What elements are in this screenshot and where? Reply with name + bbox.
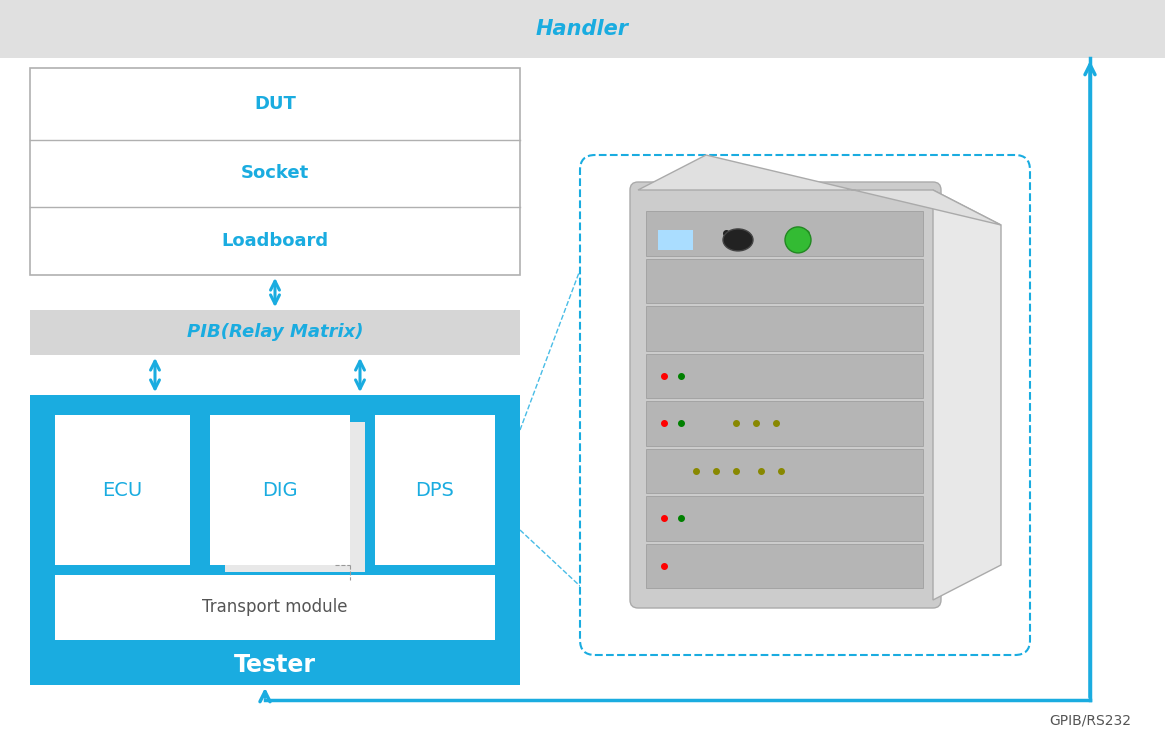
Text: Handler: Handler: [536, 19, 628, 39]
FancyBboxPatch shape: [647, 401, 923, 445]
Text: GPIB/RS232: GPIB/RS232: [1048, 713, 1131, 727]
FancyBboxPatch shape: [647, 543, 923, 588]
Bar: [55, 575, 495, 640]
Text: Tester: Tester: [234, 653, 316, 677]
Bar: [658, 230, 693, 250]
FancyBboxPatch shape: [580, 155, 1030, 655]
Polygon shape: [638, 155, 1001, 225]
Text: Loadboard: Loadboard: [221, 232, 329, 250]
Text: Transport module: Transport module: [203, 598, 347, 616]
FancyBboxPatch shape: [630, 182, 941, 608]
Text: DPS: DPS: [416, 480, 454, 499]
Bar: [30, 68, 520, 275]
Text: Socket: Socket: [241, 164, 309, 182]
Text: DUT: DUT: [254, 95, 296, 113]
Bar: [0, 0, 1165, 58]
Bar: [210, 415, 350, 565]
FancyBboxPatch shape: [647, 211, 923, 256]
Circle shape: [785, 227, 811, 253]
FancyBboxPatch shape: [647, 306, 923, 350]
FancyBboxPatch shape: [647, 496, 923, 540]
Text: PIB(Relay Matrix): PIB(Relay Matrix): [186, 323, 363, 341]
Bar: [225, 422, 365, 572]
Bar: [30, 395, 520, 685]
Bar: [375, 415, 495, 565]
Polygon shape: [933, 190, 1001, 600]
FancyBboxPatch shape: [647, 448, 923, 493]
FancyBboxPatch shape: [647, 259, 923, 303]
Bar: [55, 415, 190, 565]
FancyBboxPatch shape: [647, 353, 923, 398]
Text: ECU: ECU: [101, 480, 142, 499]
Ellipse shape: [723, 229, 753, 251]
Text: DIG: DIG: [262, 480, 298, 499]
Bar: [30, 310, 520, 355]
